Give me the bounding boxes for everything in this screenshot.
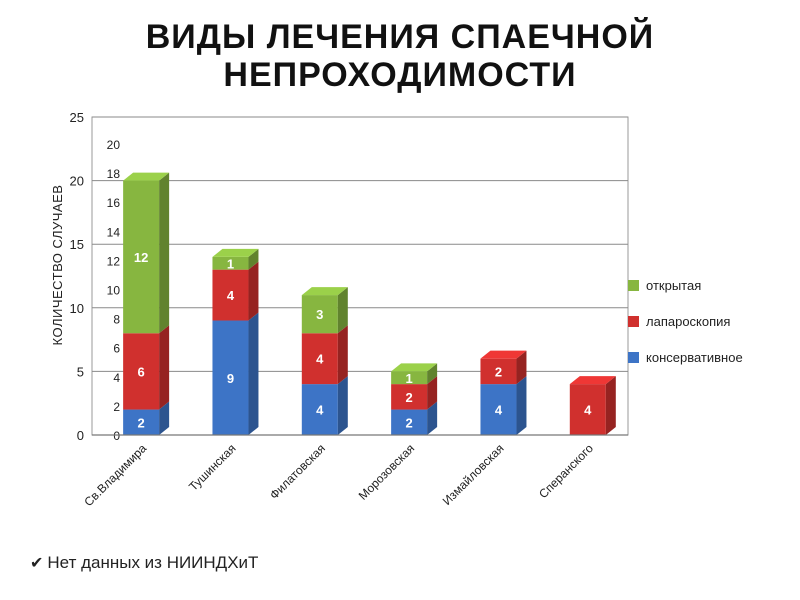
y-tick-label: 6 [113,342,120,356]
data-label: 1 [227,256,234,271]
bar-side [248,261,259,321]
bar-side [337,325,348,385]
x-tick-label: Сперанского [536,441,596,501]
data-label: 4 [495,403,503,418]
data-label: 2 [138,415,145,430]
bar-top [123,172,170,181]
data-label: 9 [227,371,234,386]
chart-title: ВИДЫ ЛЕЧЕНИЯ СПАЕЧНОЙ НЕПРОХОДИМОСТИ [0,18,800,94]
y-tick-label: 2 [113,400,120,414]
y-tick-label: 0 [113,429,120,443]
bar-top [391,363,438,372]
data-label: 1 [406,371,413,386]
y-tick-label: 18 [107,167,121,181]
bar-side [427,401,438,435]
title-line-1: ВИДЫ ЛЕЧЕНИЯ СПАЕЧНОЙ [145,18,655,56]
data-label: 3 [316,307,323,322]
x-tick-label: Тушинская [186,441,239,494]
bar-top [480,350,527,359]
y-tick-label: 10 [107,284,121,298]
y-tick-label: 20 [70,174,84,189]
bar-segment [123,409,160,435]
checkmark-icon: ✔ [30,555,44,572]
x-tick-label: Св.Владимира [81,441,149,509]
data-label: 12 [134,250,148,265]
bar-side [516,376,527,435]
bar-segment [480,384,517,435]
bar-top [212,248,259,257]
bar-side [248,312,259,435]
data-label: 4 [584,403,592,418]
bar-segment [391,384,428,410]
y-tick-label: 5 [77,364,84,379]
data-label: 4 [316,403,324,418]
legend-swatch [628,316,639,327]
data-label: 2 [495,364,502,379]
title-line-2: НЕПРОХОДИМОСТИ [223,56,577,94]
bar-segment [391,371,428,385]
data-label: 4 [227,288,235,303]
legend-label: лапароскопия [646,314,730,329]
bar-top [569,376,616,385]
y-tick-label: 25 [70,110,84,125]
footer-note: ✔ Нет данных из НИИНДХиТ [30,553,258,573]
y-tick-label: 15 [70,237,84,252]
bar-side [427,376,438,410]
legend-label: открытая [646,278,701,293]
bar-side [337,287,348,334]
legend-swatch [628,352,639,363]
bar-segment [480,358,517,385]
data-label: 2 [406,390,413,405]
bar-side [159,401,170,435]
y-tick-label: 12 [107,254,121,268]
bar-side [516,350,527,385]
bar-segment [569,384,606,435]
bar-side [159,172,170,334]
bar-side [337,376,348,435]
y-tick-label: 14 [107,225,121,239]
bar-segment [212,256,249,270]
y-tick-label: 16 [107,196,121,210]
x-tick-label: Филатовская [267,441,328,502]
bar-top [301,287,348,296]
bar-segment [212,269,249,321]
bar-side [605,376,616,435]
y-tick-label: 8 [113,313,120,327]
y-tick-label: 20 [107,138,121,152]
bar-side [427,363,438,385]
bar-segment [391,409,428,435]
data-label: 6 [138,364,145,379]
bar-segment [123,180,160,334]
bar-side [248,248,259,270]
x-tick-label: Морозовская [356,441,418,503]
plot-area [91,116,629,436]
y-tick-label: 10 [70,301,84,316]
footer-text: Нет данных из НИИНДХиТ [47,553,259,572]
data-label: 2 [406,415,413,430]
legend-swatch [628,280,639,291]
bar-segment [212,320,249,435]
legend-label: консервативное [646,350,743,365]
data-label: 4 [316,352,324,367]
y-tick-label: 4 [113,371,120,385]
bar-segment [301,295,338,334]
bar-side [159,325,170,410]
bar-segment [301,384,338,435]
x-tick-label: Измайловская [440,441,507,508]
bar-segment [301,333,338,385]
y-tick-label: 0 [77,428,84,443]
bar-segment [123,333,160,410]
y-axis-label: КОЛИЧЕСТВО СЛУЧАЕВ [50,185,65,346]
